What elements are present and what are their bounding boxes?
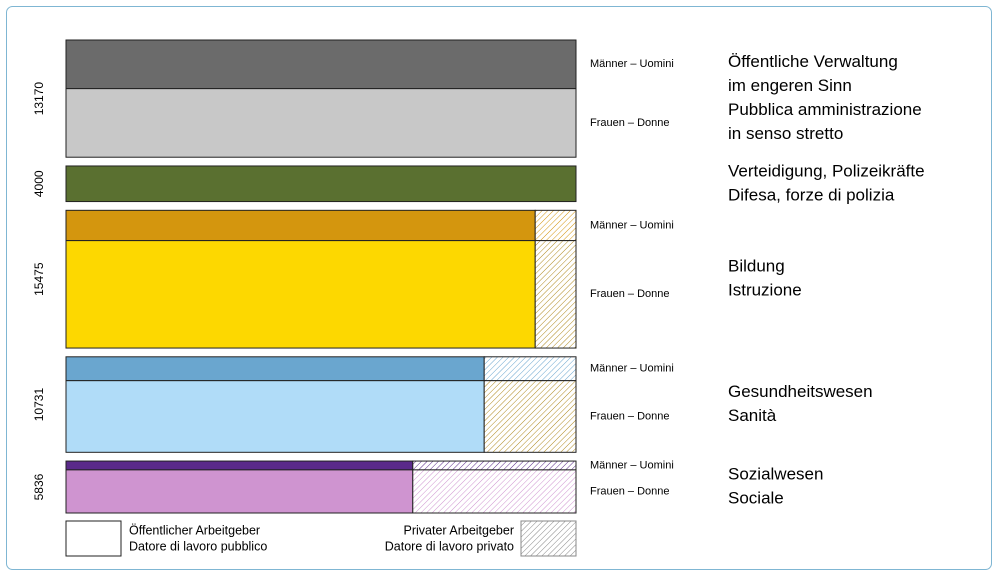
row-label: Männer – Uomini [590, 459, 674, 471]
group-label: Verteidigung, Polizeikräfte [728, 161, 925, 180]
private-segment [483, 356, 577, 382]
group-label: Istruzione [728, 281, 802, 300]
public-segment [65, 165, 577, 203]
legend-private-text: Datore di lavoro privato [385, 539, 514, 553]
public-segment [65, 460, 414, 471]
public-segment [65, 39, 577, 90]
legend-public-text: Datore di lavoro pubblico [129, 539, 267, 553]
group-total: 15475 [32, 262, 46, 296]
public-segment [65, 380, 485, 453]
legend-public-text: Öffentlicher Arbeitgeber [129, 523, 260, 537]
private-segment [534, 240, 577, 349]
private-segment [534, 209, 577, 242]
row-label: Männer – Uomini [590, 363, 674, 375]
row-label: Frauen – Donne [590, 485, 670, 497]
group-total: 13170 [32, 82, 46, 116]
group-total: 10731 [32, 388, 46, 422]
public-segment [65, 240, 536, 349]
public-segment [65, 209, 536, 242]
private-segment [412, 460, 577, 471]
row-label: Frauen – Donne [590, 410, 670, 422]
group-label: Difesa, forze di polizia [728, 185, 895, 204]
group-label: Sociale [728, 489, 784, 508]
group-label: im engeren Sinn [728, 76, 852, 95]
group-label: Sozialwesen [728, 465, 823, 484]
row-label: Frauen – Donne [590, 288, 670, 300]
legend-private-text: Privater Arbeitgeber [404, 523, 514, 537]
group-label: Gesundheitswesen [728, 382, 873, 401]
legend-public-swatch [65, 520, 122, 557]
group-total: 5836 [32, 473, 46, 500]
row-label: Männer – Uomini [590, 219, 674, 231]
group-label: Sanità [728, 406, 777, 425]
group-total: 4000 [32, 170, 46, 197]
public-segment [65, 356, 485, 382]
private-segment [412, 469, 577, 514]
public-segment [65, 469, 414, 514]
row-label: Frauen – Donne [590, 117, 670, 129]
group-label: Pubblica amministrazione [728, 100, 922, 119]
group-label: Öffentliche Verwaltung [728, 52, 898, 71]
group-label: Bildung [728, 257, 785, 276]
group-label: in senso stretto [728, 124, 843, 143]
private-segment [483, 380, 577, 453]
public-segment [65, 88, 577, 158]
row-label: Männer – Uomini [590, 58, 674, 70]
legend-private-swatch [520, 520, 577, 557]
